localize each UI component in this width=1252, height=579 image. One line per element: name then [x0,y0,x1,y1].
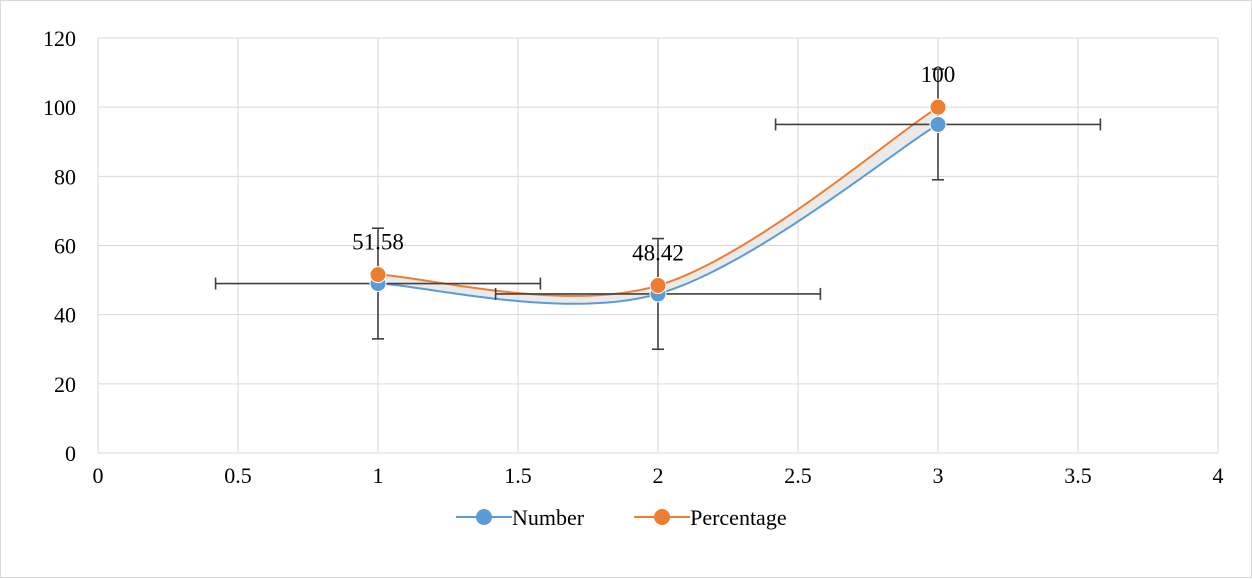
data-labels: 51.58 48.42 100 [352,62,955,265]
x-tick-label: 1 [373,463,384,488]
x-tick-label: 4 [1213,463,1224,488]
y-tick-label: 120 [43,26,76,51]
y-tick-label: 100 [43,95,76,120]
legend-item-percentage: Percentage [634,505,787,530]
data-point-percentage [649,277,667,295]
x-tick-label: 0 [93,463,104,488]
legend-marker [654,509,671,525]
legend: Number Percentage [456,505,787,530]
legend-item-number: Number [456,505,585,530]
data-point-number [929,115,947,133]
y-tick-label: 40 [54,303,76,328]
y-tick-label: 80 [54,164,76,189]
legend-label: Percentage [690,505,787,530]
legend-label: Number [512,505,585,530]
legend-marker [476,509,492,525]
y-tick-label: 60 [54,234,76,259]
y-tick-label: 20 [54,372,76,397]
data-label: 48.42 [632,241,684,266]
y-tick-label: 0 [65,441,76,466]
data-label: 100 [921,62,956,87]
data-points [369,98,947,303]
data-point-percentage [929,98,947,116]
x-tick-label: 0.5 [224,463,252,488]
x-tick-label: 3 [933,463,944,488]
x-tick-label: 1.5 [504,463,532,488]
x-tick-label: 2.5 [784,463,812,488]
data-label: 51.58 [352,230,404,255]
x-tick-label: 3.5 [1064,463,1092,488]
x-tick-label: 2 [653,463,664,488]
data-point-percentage [369,266,387,284]
